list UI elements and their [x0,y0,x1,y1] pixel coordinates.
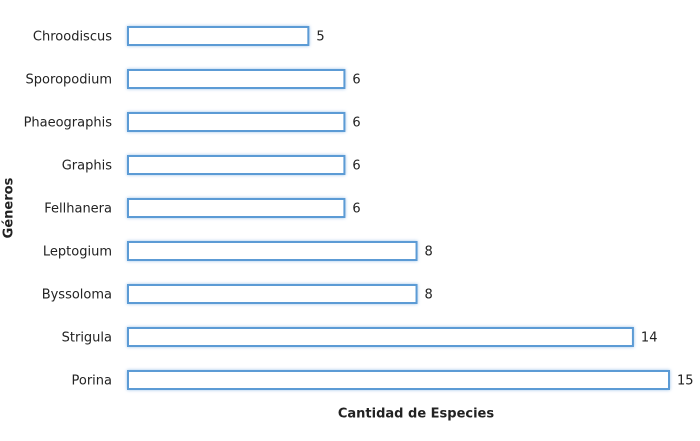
value-label: 15 [677,374,694,389]
bar [127,327,634,347]
value-label: 14 [641,331,658,346]
bar [127,26,310,46]
value-label: 6 [352,202,360,217]
y-tick-label: Leptogium [43,245,112,260]
value-label: 6 [352,116,360,131]
value-label: 8 [425,245,433,260]
bar [127,69,346,89]
bar [127,198,346,218]
bar [127,112,346,132]
y-tick-label: Chroodiscus [33,30,112,45]
bar [127,241,418,261]
bar [127,284,418,304]
y-tick-label: Phaeographis [24,116,113,131]
bar [127,155,346,175]
y-tick-label: Strigula [62,331,112,346]
y-tick-label: Sporopodium [26,73,112,88]
value-label: 5 [316,30,324,45]
value-label: 6 [352,159,360,174]
y-tick-label: Fellhanera [44,202,112,217]
y-axis-title: Géneros [2,177,17,238]
value-label: 8 [425,288,433,303]
y-tick-label: Graphis [62,159,112,174]
y-tick-label: Byssoloma [42,288,112,303]
x-axis-title: Cantidad de Especies [338,407,495,422]
bar [127,370,670,390]
y-tick-label: Porina [72,374,113,389]
value-label: 6 [352,73,360,88]
